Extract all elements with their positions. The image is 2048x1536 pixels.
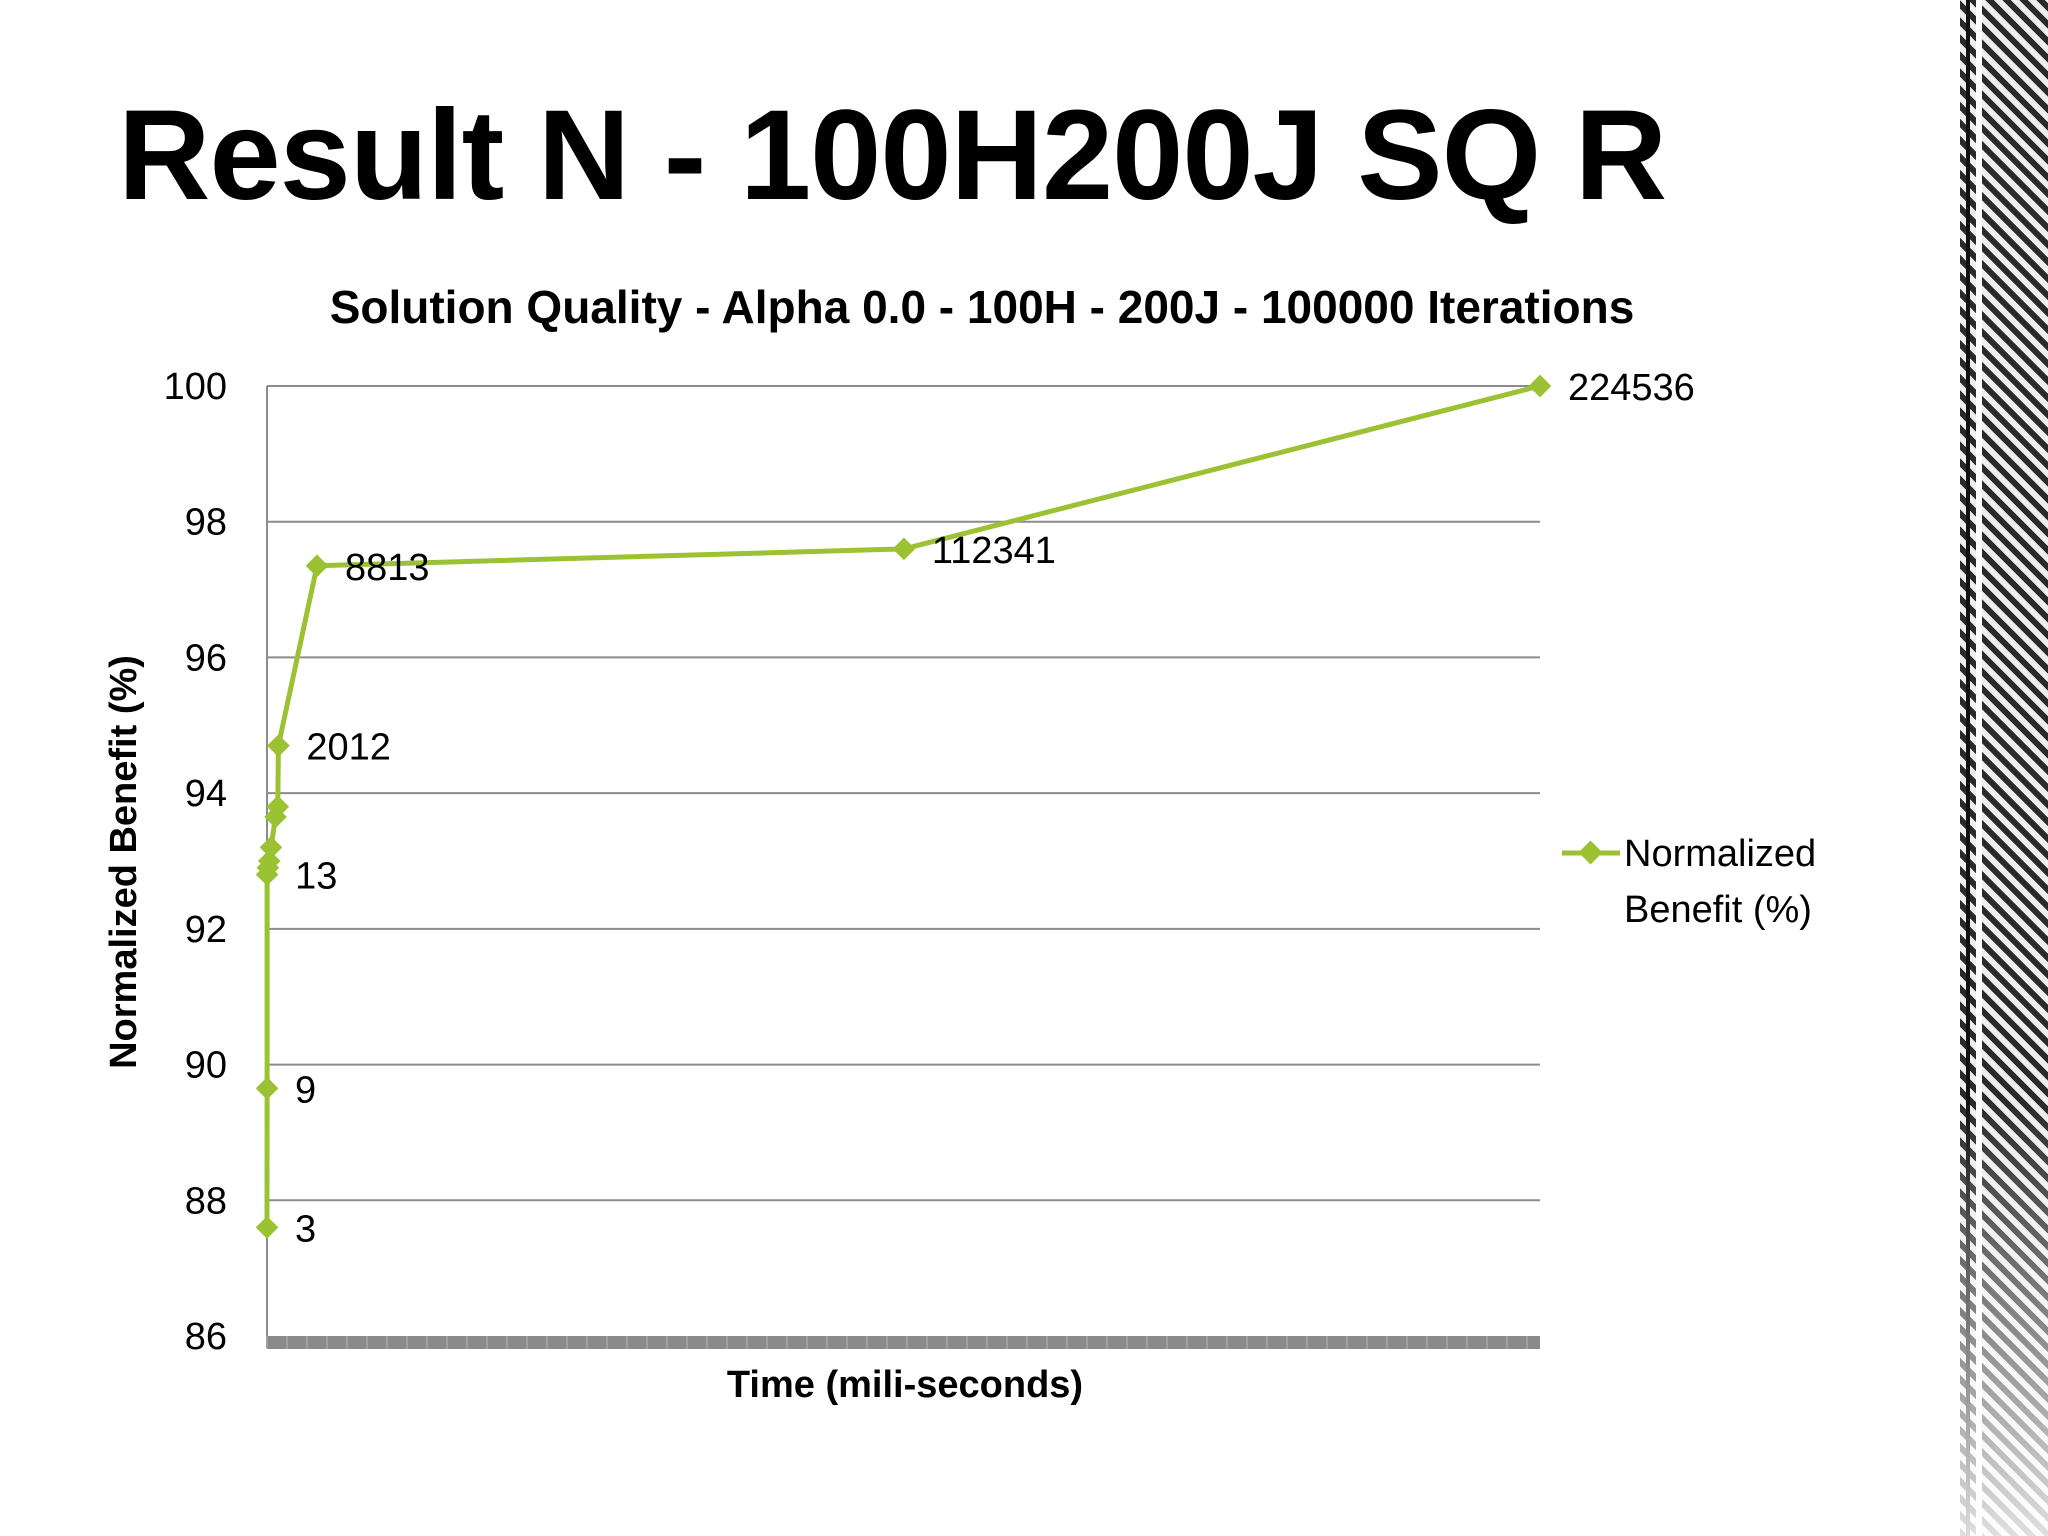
data-point bbox=[305, 554, 329, 578]
data-point bbox=[257, 849, 281, 873]
x-axis-band bbox=[267, 1336, 1540, 1349]
data-label: 224536 bbox=[1568, 367, 1695, 409]
series-line bbox=[264, 383, 1541, 1228]
axes bbox=[266, 386, 1540, 1349]
y-tick-label: 88 bbox=[185, 1180, 227, 1222]
y-tick-label: 86 bbox=[185, 1316, 227, 1358]
data-label: 8813 bbox=[345, 547, 430, 589]
data-label: 3 bbox=[295, 1208, 316, 1250]
legend-marker bbox=[1578, 840, 1603, 865]
legend-line-1: Normalized bbox=[1624, 833, 1816, 875]
legend-line-2: Benefit (%) bbox=[1624, 889, 1812, 931]
y-tick-label: 92 bbox=[185, 909, 227, 951]
data-point bbox=[267, 734, 290, 757]
data-point bbox=[266, 795, 290, 819]
data-labels: 3 9 13 2012 8813 112341 224536 bbox=[295, 367, 1695, 1250]
data-point bbox=[255, 1077, 279, 1100]
y-tick-label: 96 bbox=[185, 637, 227, 679]
y-axis-title: Normalized Benefit (%) bbox=[103, 655, 145, 1069]
slide-title: Result N - 100H200J SQ R bbox=[118, 84, 1667, 227]
data-label: 112341 bbox=[932, 530, 1056, 572]
data-label: 2012 bbox=[306, 727, 391, 769]
data-point bbox=[259, 836, 283, 859]
data-label: 9 bbox=[295, 1069, 316, 1111]
data-label: 13 bbox=[295, 856, 337, 898]
data-point bbox=[255, 1216, 279, 1239]
chart-title: Solution Quality - Alpha 0.0 - 100H - 20… bbox=[330, 281, 1635, 333]
legend: Normalized Benefit (%) bbox=[1562, 833, 1816, 931]
x-axis-title: Time (mili-seconds) bbox=[727, 1364, 1083, 1406]
data-point bbox=[1528, 374, 1552, 398]
y-tick-label: 90 bbox=[185, 1045, 227, 1087]
y-tick-label: 98 bbox=[185, 502, 227, 544]
data-point bbox=[892, 537, 916, 561]
grid-lines bbox=[267, 385, 1540, 1202]
y-tick-label: 94 bbox=[185, 773, 227, 815]
y-tick-labels: 86 88 90 92 94 96 98 100 bbox=[164, 366, 227, 1358]
y-tick-label: 100 bbox=[164, 366, 227, 408]
decorative-side-border bbox=[1960, 0, 2048, 1536]
series-normalized-benefit bbox=[255, 374, 1552, 1239]
